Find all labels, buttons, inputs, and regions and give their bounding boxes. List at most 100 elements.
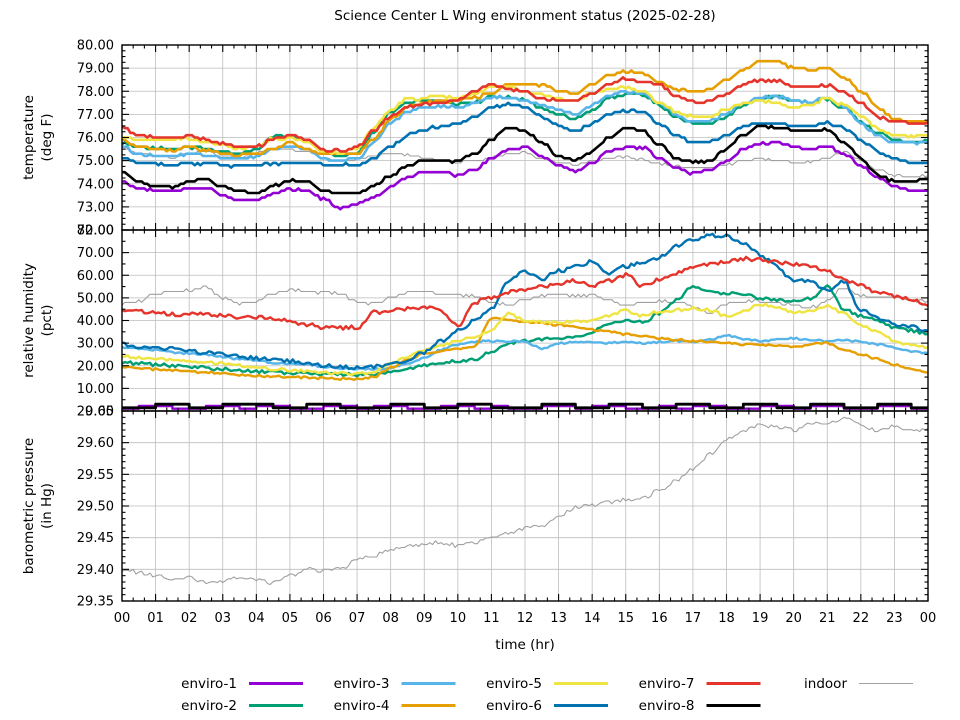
legend-item-enviro-7: enviro-7 xyxy=(639,676,761,692)
series-indoor-pressure xyxy=(122,416,928,586)
legend-label: enviro-3 xyxy=(334,676,390,692)
chart-plot-area: 72.00 73.00 74.00 75.00 76.00 77.00 78.00 79.00… xyxy=(77,39,936,715)
ticks-humidity xyxy=(121,229,929,412)
y-tick-labels-pressure: 29.35 29.40 29.45 29.50 29.55 29.60 29.65 xyxy=(77,405,114,610)
legend: enviro-1 enviro-2 enviro-3 enviro-4 enviro-5… xyxy=(181,676,913,714)
series-group-temperature xyxy=(122,59,928,211)
x-tick-label: 08 xyxy=(382,611,399,626)
y-tick-label: 20.00 xyxy=(77,359,114,374)
legend-label: enviro-8 xyxy=(639,698,695,714)
y-tick-label: 75.00 xyxy=(77,154,114,169)
x-tick-label: 23 xyxy=(886,611,903,626)
grid-temperature xyxy=(122,45,928,230)
y-tick-label: 74.00 xyxy=(77,177,114,192)
y-tick-label: 76.00 xyxy=(77,131,114,146)
y-tick-label: 77.00 xyxy=(77,108,114,123)
temperature-axis-units: (deg F) xyxy=(39,113,55,161)
y-tick-label: 29.40 xyxy=(77,563,114,578)
legend-label: enviro-4 xyxy=(334,698,390,714)
series-enviro-6-humidity xyxy=(122,232,928,371)
x-tick-label: 00 xyxy=(114,611,131,626)
humidity-axis-units: (pct) xyxy=(39,305,55,337)
pressure-axis-title: barometric pressure xyxy=(21,438,37,574)
y-tick-label: 0.00 xyxy=(85,405,114,420)
x-tick-label: 15 xyxy=(617,611,634,626)
y-tick-label: 29.50 xyxy=(77,500,114,515)
x-tick-label: 17 xyxy=(685,611,702,626)
legend-label: indoor xyxy=(804,676,847,692)
legend-item-indoor: indoor xyxy=(804,676,913,692)
series-enviro-7-humidity xyxy=(122,255,928,331)
x-tick-label: 19 xyxy=(752,611,769,626)
ticks-temperature xyxy=(121,44,929,231)
grid-pressure xyxy=(122,411,928,601)
y-tick-label: 29.60 xyxy=(77,436,114,451)
series-indoor-humidity xyxy=(122,285,928,314)
x-tick-label: 00 xyxy=(920,611,937,626)
legend-item-enviro-4: enviro-4 xyxy=(334,698,456,714)
x-tick-label: 13 xyxy=(550,611,567,626)
legend-label: enviro-5 xyxy=(486,676,542,692)
legend-label: enviro-1 xyxy=(181,676,237,692)
x-tick-label: 03 xyxy=(214,611,231,626)
y-tick-label: 29.55 xyxy=(77,468,114,483)
y-tick-label: 80.00 xyxy=(77,224,114,239)
series-enviro-8-humidity xyxy=(122,402,928,410)
legend-item-enviro-6: enviro-6 xyxy=(486,698,608,714)
y-tick-label: 29.45 xyxy=(77,531,114,546)
panel-pressure: 29.35 29.40 29.45 29.50 29.55 29.60 29.65 xyxy=(77,405,929,610)
x-tick-label: 01 xyxy=(147,611,164,626)
x-tick-label: 16 xyxy=(651,611,668,626)
y-tick-label: 70.00 xyxy=(77,246,114,261)
y-tick-label: 80.00 xyxy=(77,39,114,54)
series-group-humidity xyxy=(122,232,928,410)
y-tick-label: 60.00 xyxy=(77,269,114,284)
y-tick-label: 73.00 xyxy=(77,200,114,215)
y-tick-labels-temperature: 72.00 73.00 74.00 75.00 76.00 77.00 78.00 79.00… xyxy=(77,39,114,239)
series-enviro-7-temperature xyxy=(122,76,928,153)
x-tick-label: 12 xyxy=(517,611,534,626)
x-tick-label: 21 xyxy=(819,611,836,626)
y-tick-label: 50.00 xyxy=(77,291,114,306)
series-enviro-1-temperature xyxy=(122,140,928,211)
series-enviro-5-humidity xyxy=(122,302,928,377)
y-tick-label: 72.00 xyxy=(77,224,114,239)
y-tick-label: 78.00 xyxy=(77,85,114,100)
legend-label: enviro-7 xyxy=(639,676,695,692)
y-tick-label: 40.00 xyxy=(77,314,114,329)
x-tick-label: 18 xyxy=(718,611,735,626)
x-tick-label: 22 xyxy=(853,611,870,626)
x-tick-label: 14 xyxy=(584,611,601,626)
humidity-axis-title: relative humidity xyxy=(21,263,37,378)
chart-title: Science Center L Wing environment status… xyxy=(334,8,715,24)
ticks-pressure xyxy=(121,410,929,602)
y-tick-labels-humidity: 0.00 10.00 20.00 30.00 40.00 50.00 60.00 70.00 8… xyxy=(77,224,114,420)
x-tick-label: 07 xyxy=(349,611,366,626)
panel-temperature: 72.00 73.00 74.00 75.00 76.00 77.00 78.00 79.00… xyxy=(77,39,929,239)
y-tick-label: 30.00 xyxy=(77,337,114,352)
x-tick-label: 09 xyxy=(416,611,433,626)
series-enviro-3-humidity xyxy=(122,333,928,371)
series-enviro-8-temperature xyxy=(122,124,928,195)
legend-label: enviro-6 xyxy=(486,698,542,714)
x-tick-label: 06 xyxy=(315,611,332,626)
series-enviro-3-temperature xyxy=(122,90,928,162)
legend-item-enviro-3: enviro-3 xyxy=(334,676,456,692)
legend-item-enviro-5: enviro-5 xyxy=(486,676,608,692)
panel-humidity: 0.00 10.00 20.00 30.00 40.00 50.00 60.00 70.00 8… xyxy=(77,224,929,420)
x-tick-label: 02 xyxy=(181,611,198,626)
y-tick-label: 79.00 xyxy=(77,62,114,77)
series-enviro-2-humidity xyxy=(122,284,928,378)
x-axis-title: time (hr) xyxy=(495,637,554,653)
series-enviro-6-temperature xyxy=(122,101,928,169)
temperature-axis-title: temperature xyxy=(21,95,37,180)
y-tick-label: 10.00 xyxy=(77,382,114,397)
legend-item-enviro-8: enviro-8 xyxy=(639,698,761,714)
x-tick-label: 20 xyxy=(785,611,802,626)
y-tick-label: 29.65 xyxy=(77,405,114,420)
x-tick-label: 11 xyxy=(483,611,500,626)
series-enviro-4-temperature xyxy=(122,59,928,158)
series-group-pressure xyxy=(122,416,928,586)
x-tick-labels: 00 01 02 03 04 05 06 07 08 09 10 11 12 13 14 15 16 17 18 19… xyxy=(114,611,937,626)
